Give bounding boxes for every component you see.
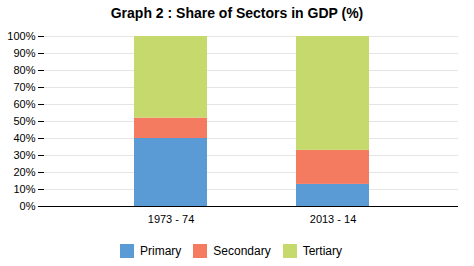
html-text:Tertiary: Tertiary	[302, 243, 342, 258]
html-text:Graph 2 : Share of Sectors in: Graph 2 : Share of Sectors in GDP (%)	[110, 5, 364, 21]
svg-text:20%: 20%	[13, 166, 35, 178]
svg-text:30%: 30%	[13, 149, 35, 161]
html-text:Secondary: Secondary	[213, 243, 271, 258]
svg-text:10%: 10%	[13, 183, 35, 195]
svg-text:60%: 60%	[13, 98, 35, 110]
svg-text:70%: 70%	[13, 81, 35, 93]
svg-text:2013 - 14: 2013 - 14	[310, 213, 356, 225]
svg-text:0%: 0%	[20, 200, 36, 212]
svg-text:50%: 50%	[13, 115, 35, 127]
svg-text:1973 - 74: 1973 - 74	[148, 213, 194, 225]
svg-text:90%: 90%	[13, 47, 35, 59]
svg-text:40%: 40%	[13, 132, 35, 144]
svg-text:100%: 100%	[7, 30, 35, 42]
svg-text:80%: 80%	[13, 64, 35, 76]
html-text:Primary: Primary	[140, 243, 182, 258]
